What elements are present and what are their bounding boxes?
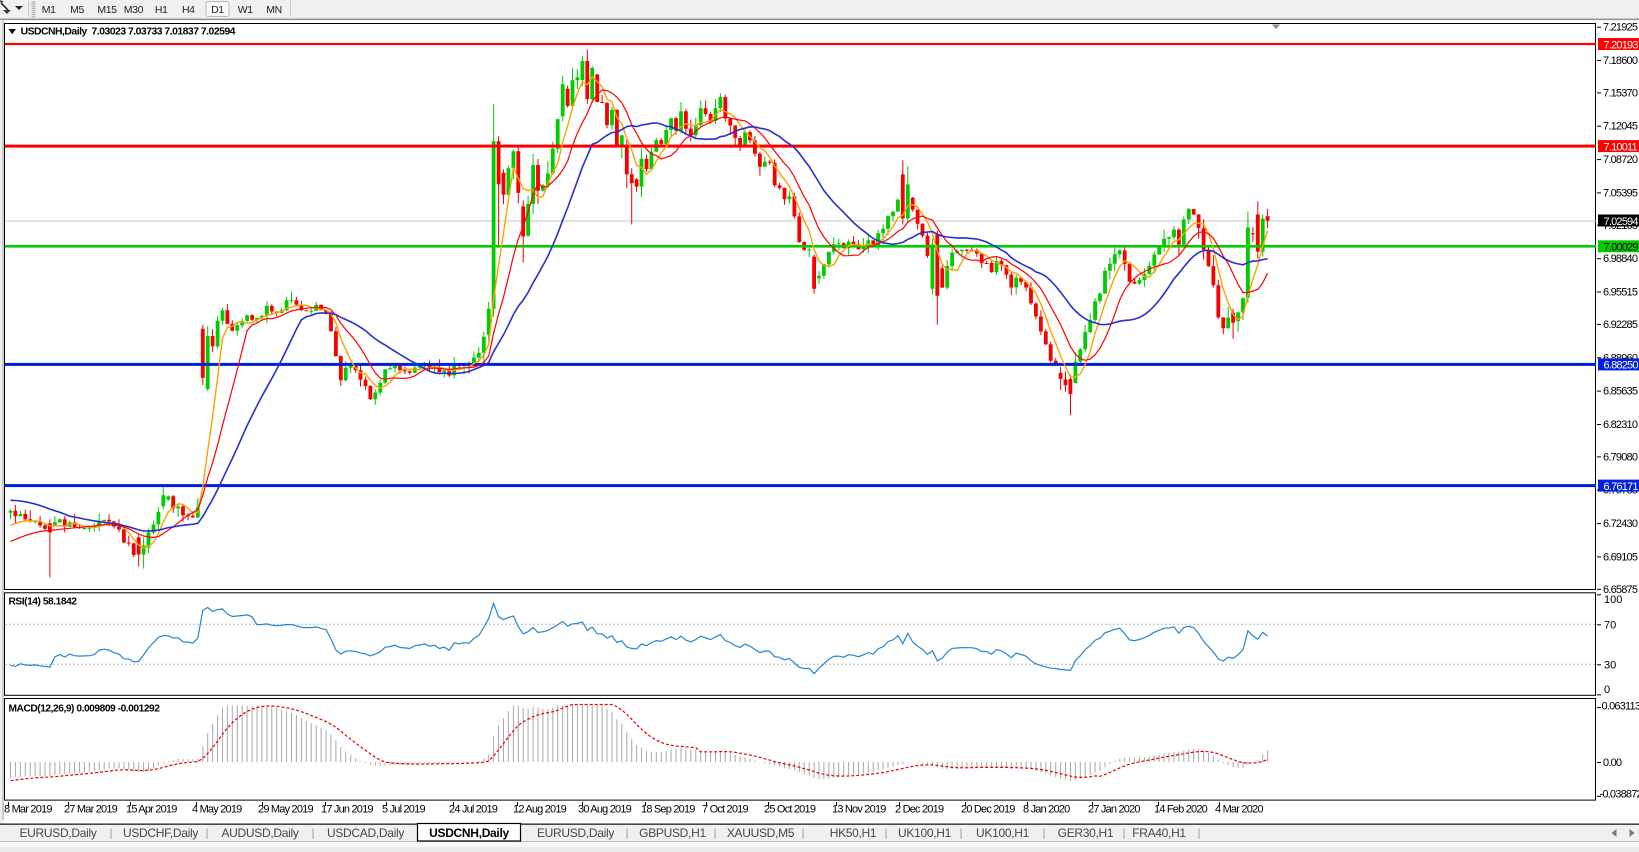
svg-text:25 Oct 2019: 25 Oct 2019 <box>764 804 816 816</box>
svg-text:5 Jul 2019: 5 Jul 2019 <box>382 804 425 816</box>
svg-text:|: | <box>1123 828 1126 840</box>
svg-text:6.85635: 6.85635 <box>1603 386 1638 398</box>
svg-text:|: | <box>1198 828 1201 840</box>
svg-text:H4: H4 <box>182 4 195 16</box>
svg-text:USDCNH,Daily 7.03023 7.03733: USDCNH,Daily 7.03023 7.03733 7.01837 7.0… <box>21 27 236 38</box>
svg-text:6.98840: 6.98840 <box>1603 253 1638 265</box>
svg-text:M15: M15 <box>97 4 117 16</box>
svg-text:30 Aug 2019: 30 Aug 2019 <box>578 804 632 816</box>
svg-text:70: 70 <box>1604 619 1616 631</box>
svg-text:|: | <box>714 828 717 840</box>
svg-text:6.92285: 6.92285 <box>1603 319 1638 331</box>
svg-text:HK50,H1: HK50,H1 <box>830 826 877 840</box>
svg-text:M1: M1 <box>42 4 56 16</box>
svg-text:7.21925: 7.21925 <box>1603 22 1638 34</box>
svg-text:UK100,H1: UK100,H1 <box>976 826 1030 840</box>
svg-text:|: | <box>206 828 209 840</box>
svg-text:7.02594: 7.02594 <box>1604 216 1639 228</box>
svg-text:|: | <box>802 828 805 840</box>
svg-text:EURUSD,Daily: EURUSD,Daily <box>19 826 96 840</box>
svg-text:6.82310: 6.82310 <box>1603 419 1638 431</box>
svg-text:6.65875: 6.65875 <box>1603 584 1638 596</box>
svg-text:0.00: 0.00 <box>1603 757 1622 769</box>
svg-text:6.95515: 6.95515 <box>1603 287 1638 299</box>
svg-text:14 Feb 2020: 14 Feb 2020 <box>1154 804 1208 816</box>
svg-text:M5: M5 <box>70 4 84 16</box>
svg-text:7.20193: 7.20193 <box>1604 39 1639 51</box>
svg-text:H1: H1 <box>155 4 168 16</box>
svg-text:|: | <box>312 828 315 840</box>
svg-text:4 May 2019: 4 May 2019 <box>192 804 242 816</box>
svg-text:UK100,H1: UK100,H1 <box>898 826 952 840</box>
svg-text:17 Jun 2019: 17 Jun 2019 <box>321 804 373 816</box>
svg-text:GER30,H1: GER30,H1 <box>1058 826 1114 840</box>
svg-text:RSI(14) 58.1842: RSI(14) 58.1842 <box>9 597 78 608</box>
svg-text:GBPUSD,H1: GBPUSD,H1 <box>639 826 706 840</box>
svg-text:29 May 2019: 29 May 2019 <box>258 804 313 816</box>
svg-text:|: | <box>1043 828 1046 840</box>
svg-text:20 Dec 2019: 20 Dec 2019 <box>961 804 1015 816</box>
svg-text:15 Apr 2019: 15 Apr 2019 <box>126 804 177 816</box>
svg-text:6.76171: 6.76171 <box>1604 481 1639 493</box>
svg-text:27 Jan 2020: 27 Jan 2020 <box>1088 804 1140 816</box>
svg-text:12 Aug 2019: 12 Aug 2019 <box>513 804 567 816</box>
svg-text:0: 0 <box>1604 684 1610 696</box>
svg-text:M30: M30 <box>124 4 144 16</box>
svg-text:7.15370: 7.15370 <box>1603 87 1638 99</box>
svg-text:7.05395: 7.05395 <box>1603 187 1638 199</box>
svg-text:D1: D1 <box>211 4 224 16</box>
svg-text:7.00029: 7.00029 <box>1604 242 1639 254</box>
svg-text:USDCHF,Daily: USDCHF,Daily <box>123 826 198 840</box>
svg-text:|: | <box>960 828 963 840</box>
svg-text:7.12045: 7.12045 <box>1603 121 1638 133</box>
svg-text:6.72430: 6.72430 <box>1603 518 1638 530</box>
svg-text:-0.038872: -0.038872 <box>1600 788 1639 800</box>
svg-text:7.18600: 7.18600 <box>1603 55 1638 67</box>
svg-text:FRA40,H1: FRA40,H1 <box>1132 826 1186 840</box>
svg-text:24 Jul 2019: 24 Jul 2019 <box>449 804 498 816</box>
svg-text:0.063113: 0.063113 <box>1602 701 1639 713</box>
svg-text:27 Mar 2019: 27 Mar 2019 <box>64 804 118 816</box>
svg-text:8 Jan 2020: 8 Jan 2020 <box>1023 804 1070 816</box>
svg-text:30: 30 <box>1604 659 1616 671</box>
svg-text:|: | <box>110 828 113 840</box>
svg-text:7 Oct 2019: 7 Oct 2019 <box>702 804 748 816</box>
svg-text:XAUUSD,M5: XAUUSD,M5 <box>727 826 795 840</box>
svg-text:|: | <box>626 828 629 840</box>
svg-text:18 Sep 2019: 18 Sep 2019 <box>641 804 695 816</box>
svg-text:13 Nov 2019: 13 Nov 2019 <box>832 804 886 816</box>
svg-text:7.08720: 7.08720 <box>1603 154 1638 166</box>
svg-text:2 Dec 2019: 2 Dec 2019 <box>895 804 944 816</box>
svg-text:EURUSD,Daily: EURUSD,Daily <box>537 826 614 840</box>
svg-text:USDCNH,Daily: USDCNH,Daily <box>429 826 509 840</box>
svg-text:MN: MN <box>266 4 282 16</box>
svg-text:W1: W1 <box>238 4 254 16</box>
svg-text:6.69105: 6.69105 <box>1603 551 1638 563</box>
svg-text:6.79080: 6.79080 <box>1603 451 1638 463</box>
svg-text:|: | <box>885 828 888 840</box>
svg-text:7.10011: 7.10011 <box>1604 141 1638 153</box>
svg-text:8 Mar 2019: 8 Mar 2019 <box>4 804 52 816</box>
svg-text:MACD(12,26,9) 0.009809 -0.0012: MACD(12,26,9) 0.009809 -0.001292 <box>9 704 161 715</box>
svg-text:4 Mar 2020: 4 Mar 2020 <box>1215 804 1263 816</box>
svg-text:100: 100 <box>1604 594 1622 606</box>
svg-text:AUDUSD,Daily: AUDUSD,Daily <box>221 826 298 840</box>
svg-text:6.88250: 6.88250 <box>1604 360 1639 372</box>
svg-text:USDCAD,Daily: USDCAD,Daily <box>327 826 404 840</box>
